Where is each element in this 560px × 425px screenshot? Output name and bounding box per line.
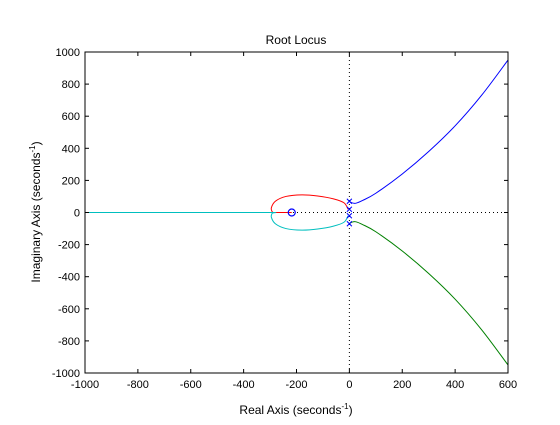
zero-marker-1 [287, 208, 296, 217]
locus-branch-2 [349, 221, 509, 366]
pole-marker-4 [346, 220, 353, 227]
x-tick-label: -800 [127, 379, 149, 391]
y-tick-label: 600 [62, 111, 80, 123]
x-tick-label: 0 [346, 379, 352, 391]
x-tick-label: 400 [446, 379, 464, 391]
y-tick-label: -400 [58, 272, 80, 284]
y-tick-label: -800 [58, 336, 80, 348]
locus-branches [85, 59, 509, 366]
x-tick-label: -400 [233, 379, 255, 391]
y-tick-label: 0 [74, 208, 80, 220]
chart-title: Root Locus [266, 33, 327, 47]
pole-zero-markers [287, 198, 353, 227]
reference-lines [85, 52, 508, 373]
y-tick-label: -1000 [52, 368, 80, 380]
x-axis-ticks: -1000 -800 -600 -400 -200 0 200 400 600 [71, 52, 517, 391]
y-tick-label: 200 [62, 175, 80, 187]
x-axis-label: Real Axis (seconds-1) [239, 402, 352, 417]
locus-branch-4 [85, 211, 349, 231]
x-tick-label: -200 [285, 379, 307, 391]
x-tick-label: 200 [393, 379, 411, 391]
y-tick-label: 1000 [56, 47, 80, 59]
locus-branch-1 [349, 59, 509, 204]
y-axis-label: Imaginary Axis (seconds-1) [28, 141, 43, 282]
pole-marker-3 [346, 212, 353, 219]
y-tick-label: 800 [62, 79, 80, 91]
x-tick-label: 600 [499, 379, 517, 391]
x-tick-label: -600 [180, 379, 202, 391]
y-tick-label: -600 [58, 304, 80, 316]
pole-marker-2 [346, 206, 353, 213]
y-tick-label: 400 [62, 143, 80, 155]
y-axis-ticks: -1000 -800 -600 -400 -200 0 200 400 600 800 1000 [52, 47, 508, 380]
pole-marker-1 [346, 198, 353, 205]
x-tick-label: -1000 [71, 379, 99, 391]
y-tick-label: -200 [58, 240, 80, 252]
